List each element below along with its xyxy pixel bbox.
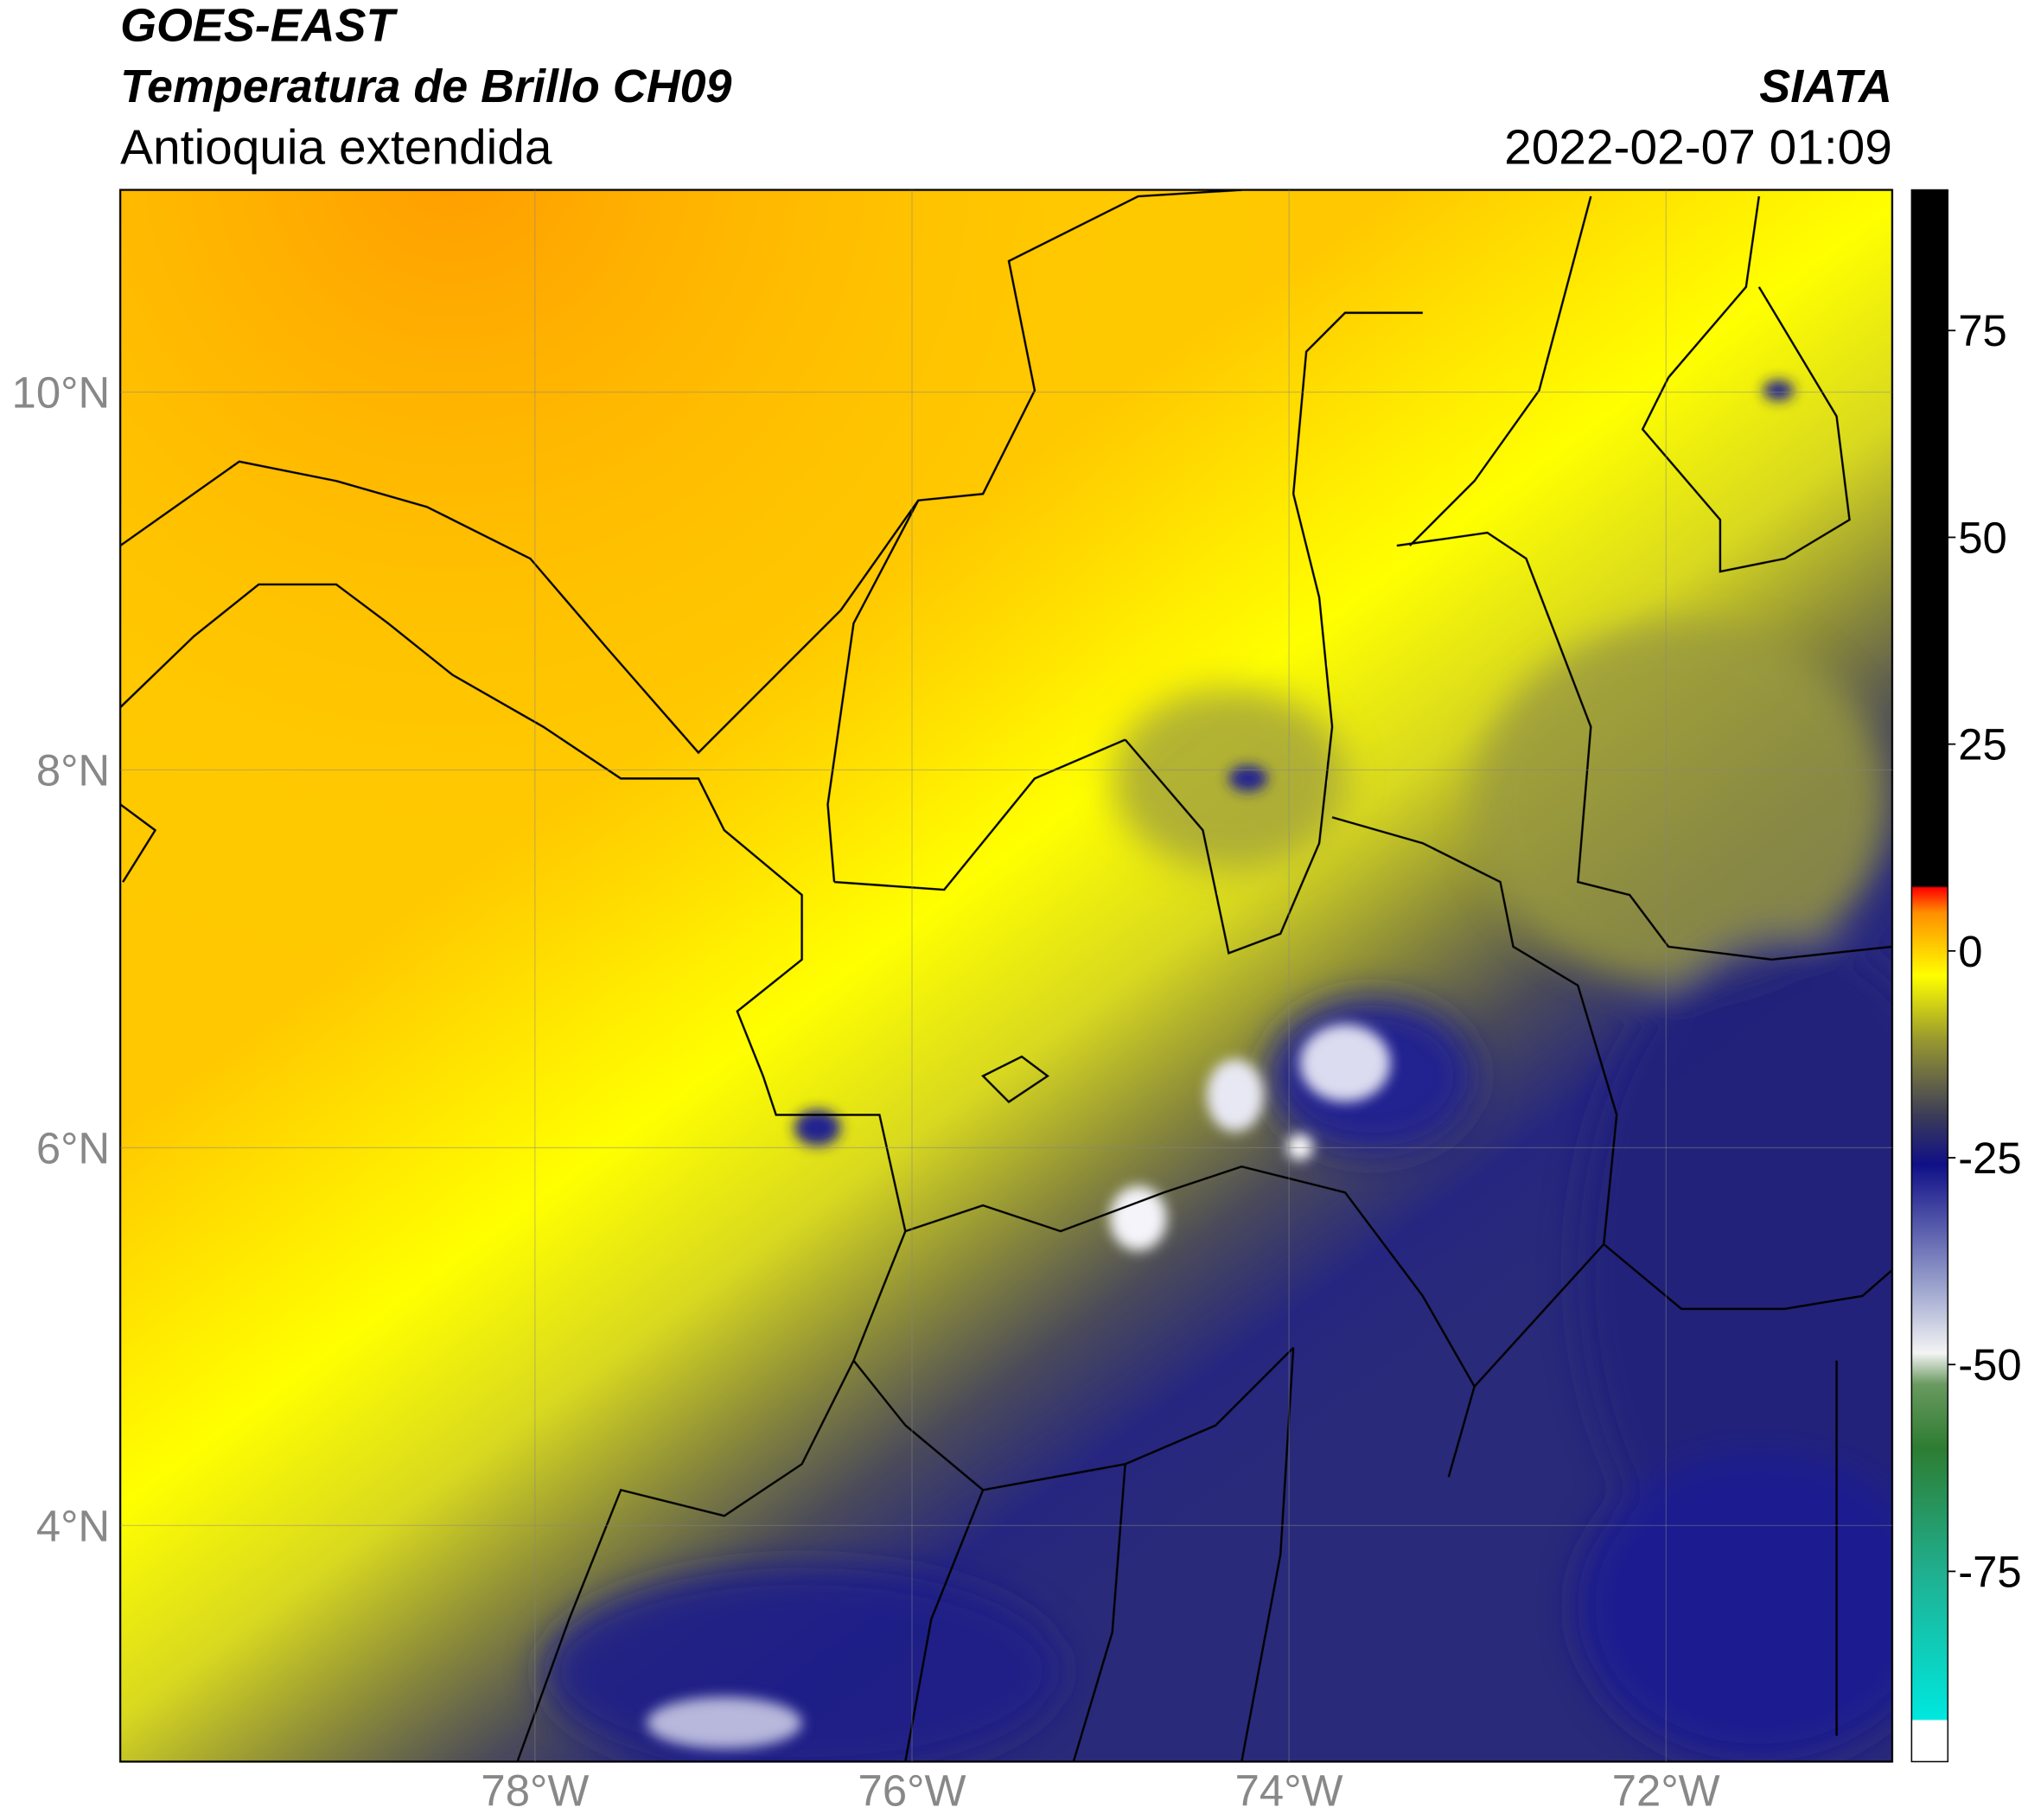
y-tick-label: 4°N [36, 1501, 110, 1550]
colorbar-tick-label: 75 [1958, 306, 2007, 355]
colorbar-tick-label: 50 [1958, 513, 2007, 562]
region: Antioquia extendida [120, 121, 552, 176]
x-tick-label: 78°W [481, 1766, 589, 1815]
title: GOES-EAST [120, 0, 398, 52]
subtitle: Temperatura de Brillo CH09 [120, 61, 731, 112]
colorbar-tick-label: -25 [1958, 1134, 2022, 1183]
source: SIATA [1759, 61, 1892, 112]
colorbar-tick-label: 0 [1958, 927, 1982, 976]
satellite-image [120, 189, 1892, 1762]
x-tick-label: 72°W [1612, 1766, 1720, 1815]
y-tick-label: 8°N [36, 745, 110, 795]
colorbar-tick-label: -50 [1958, 1340, 2022, 1389]
map-frame [119, 188, 1894, 1763]
y-tick-label: 10°N [12, 367, 111, 417]
x-tick-label: 74°W [1235, 1766, 1343, 1815]
colorbar-tick-label: 25 [1958, 720, 2007, 770]
y-tick-label: 6°N [36, 1123, 110, 1172]
colorbar-tick-label: -75 [1958, 1547, 2022, 1596]
colorbar [1910, 188, 1948, 1763]
datetime: 2022-02-07 01:09 [1504, 121, 1892, 176]
x-tick-label: 76°W [858, 1766, 966, 1815]
